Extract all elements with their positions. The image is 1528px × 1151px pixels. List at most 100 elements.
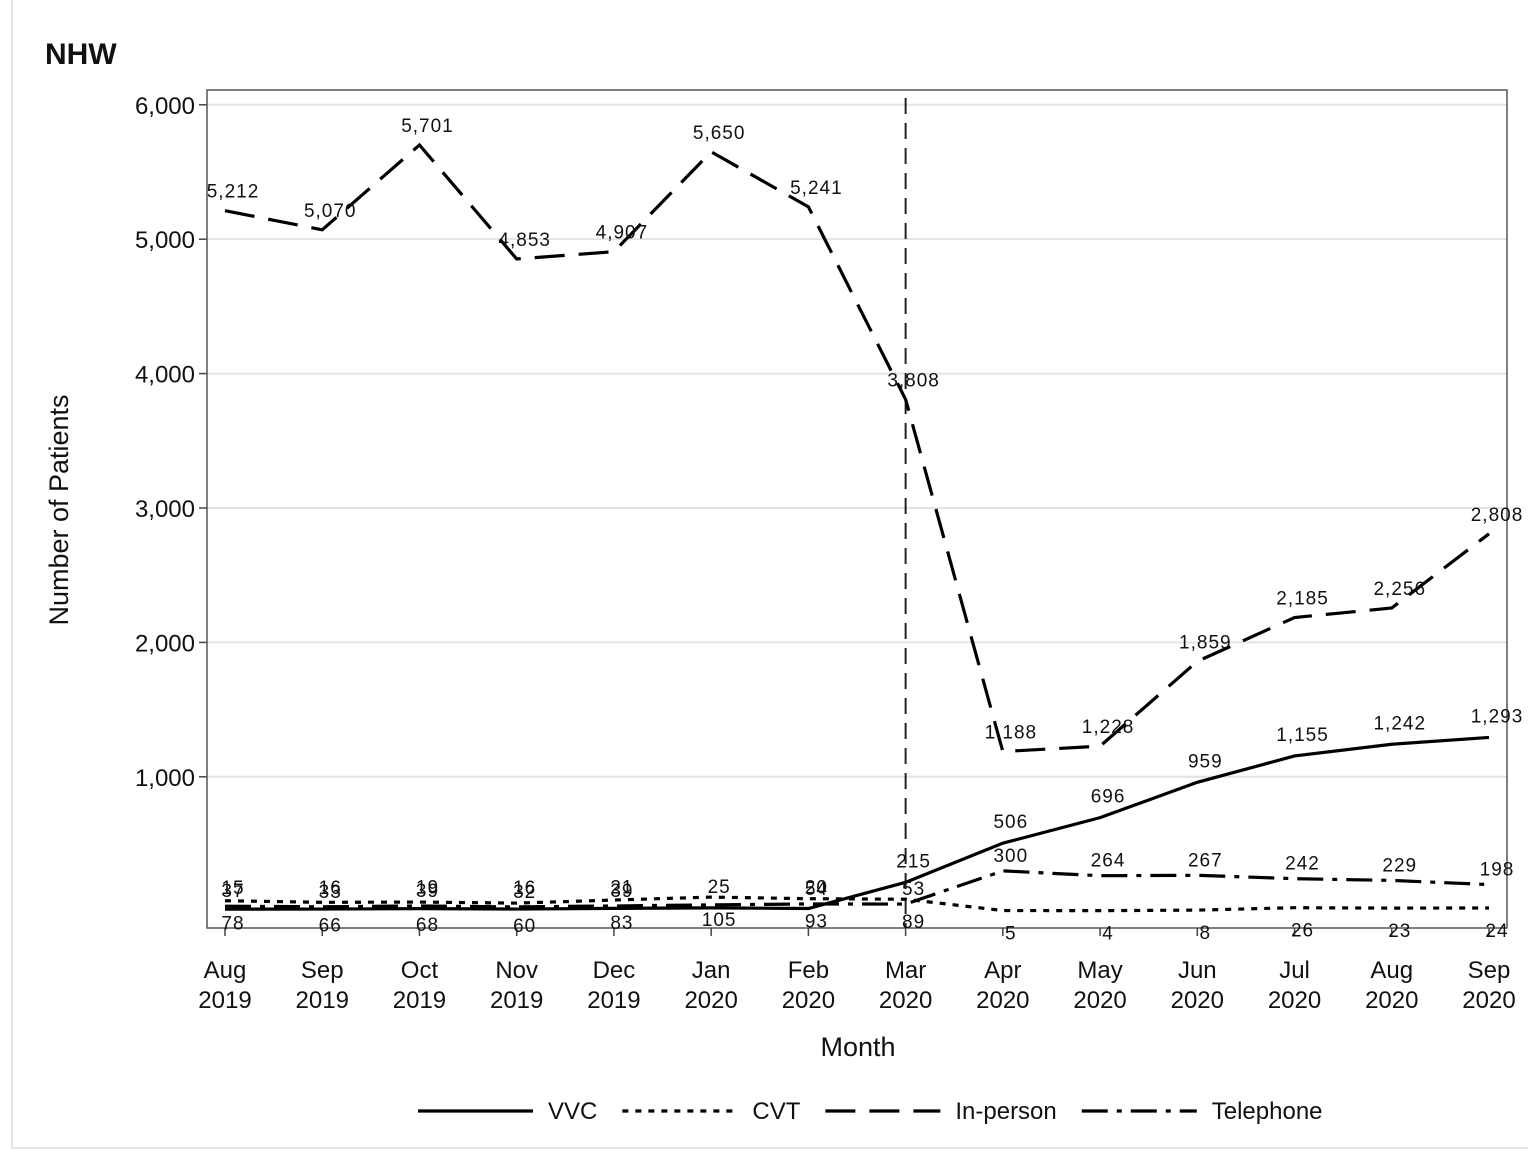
- data-label: 53: [902, 879, 925, 900]
- data-label: 5,070: [304, 201, 357, 222]
- x-tick-label-line: Sep: [1468, 957, 1511, 984]
- data-label: 5,701: [401, 116, 454, 137]
- data-label: 2,185: [1276, 589, 1329, 610]
- x-tick-label-line: 2020: [1171, 987, 1224, 1014]
- x-tick-label-line: 2019: [296, 987, 349, 1014]
- x-tick-label: Mar 2020: [879, 957, 932, 1014]
- x-tick-label-line: Aug: [204, 957, 247, 984]
- x-tick-label-line: 2020: [879, 987, 932, 1014]
- x-tick-label-line: 2020: [1462, 987, 1515, 1014]
- x-tick-label-line: Dec: [593, 957, 636, 984]
- x-axis-label: Month: [820, 1032, 895, 1062]
- legend-label: Telephone: [1212, 1098, 1323, 1125]
- x-tick-label-line: Feb: [788, 957, 829, 984]
- series-line: [224, 142, 1490, 754]
- x-tick-label-line: Aug: [1370, 957, 1413, 984]
- x-tick-label-line: 2020: [1365, 987, 1418, 1014]
- data-label: 15: [221, 878, 244, 899]
- data-label: 267: [1188, 850, 1223, 871]
- data-label: 20: [805, 878, 828, 899]
- chart-title: NHW: [45, 38, 117, 71]
- x-tick-label: May 2020: [1073, 957, 1126, 1014]
- data-label: 83: [610, 913, 633, 934]
- data-label: 105: [702, 910, 737, 931]
- data-label: 300: [993, 846, 1028, 867]
- data-label: 5,650: [693, 123, 746, 144]
- data-label: 32: [513, 882, 536, 903]
- data-label: 3,808: [887, 370, 940, 391]
- data-label: 2,808: [1471, 505, 1524, 526]
- data-label: 2,256: [1373, 579, 1426, 600]
- x-tick-label: Aug 2019: [198, 957, 251, 1014]
- data-label: 37: [221, 881, 244, 902]
- y-tick-label: 1,000: [135, 765, 195, 792]
- x-tick-label: Apr 2020: [976, 957, 1029, 1014]
- x-tick-label-line: Jun: [1178, 957, 1217, 984]
- series-line: [224, 895, 1490, 913]
- data-label: 19: [416, 878, 439, 899]
- data-label: 66: [319, 915, 342, 936]
- y-tick-label: 6,000: [135, 93, 195, 120]
- data-label: 89: [902, 912, 925, 933]
- data-label: 25: [708, 877, 731, 898]
- frame: [11, 0, 1528, 1149]
- data-label: 16: [513, 878, 536, 899]
- data-label: 1,188: [985, 723, 1038, 744]
- data-label: 506: [993, 812, 1028, 833]
- legend-label: In-person: [955, 1098, 1056, 1125]
- x-tick-label: Sep 2019: [296, 957, 349, 1014]
- data-label: 215: [896, 851, 931, 872]
- y-axis-label: Number of Patients: [44, 394, 74, 625]
- data-label: 24: [1485, 921, 1508, 942]
- x-tick-label-line: Apr: [984, 957, 1021, 984]
- x-tick-label: Dec 2019: [587, 957, 640, 1014]
- y-tick-label: 5,000: [135, 227, 195, 254]
- data-label: 1,293: [1471, 706, 1524, 727]
- x-tick-label: Jan 2020: [684, 957, 737, 1014]
- x-tick-label-line: Oct: [401, 957, 439, 984]
- data-label: 5,212: [207, 182, 260, 203]
- data-label: 1,859: [1179, 632, 1232, 653]
- data-label: 1,228: [1082, 717, 1135, 738]
- data-label: 264: [1091, 851, 1126, 872]
- data-label: 93: [805, 912, 828, 933]
- x-tick-label-line: 2019: [490, 987, 543, 1014]
- data-label: 60: [513, 916, 536, 937]
- legend-label: CVT: [752, 1098, 800, 1125]
- data-label: 8: [1200, 923, 1212, 944]
- x-tick-label-line: 2020: [1268, 987, 1321, 1014]
- data-label: 26: [1291, 921, 1314, 942]
- x-tick-label: Aug 2020: [1365, 957, 1418, 1014]
- data-label: 5,241: [790, 178, 843, 199]
- y-tick-label: 2,000: [135, 630, 195, 657]
- series-line: [224, 869, 1490, 909]
- x-tick-label: Nov 2019: [490, 957, 543, 1014]
- data-label: 39: [610, 881, 633, 902]
- data-label: 959: [1188, 751, 1223, 772]
- y-tick-label: 3,000: [135, 496, 195, 523]
- data-label: 1,155: [1276, 725, 1329, 746]
- data-label: 33: [319, 882, 342, 903]
- x-tick-label-line: 2019: [393, 987, 446, 1014]
- series-line: [224, 735, 1490, 911]
- data-label: 4: [1102, 924, 1114, 945]
- data-label: 39: [416, 881, 439, 902]
- x-tick-label-line: May: [1077, 957, 1122, 984]
- x-tick-label-line: 2020: [684, 987, 737, 1014]
- data-label: 16: [319, 878, 342, 899]
- x-tick-label: Jun 2020: [1171, 957, 1224, 1014]
- x-tick-label-line: Nov: [495, 957, 538, 984]
- x-tick-label: Jul 2020: [1268, 957, 1321, 1014]
- data-label: 23: [1388, 921, 1411, 942]
- data-label: 21: [610, 877, 633, 898]
- x-tick-label-line: 2020: [782, 987, 835, 1014]
- data-label: 5: [1005, 924, 1017, 945]
- data-label: 696: [1091, 787, 1126, 808]
- x-tick-label-line: 2020: [976, 987, 1029, 1014]
- data-label: 4,907: [596, 223, 649, 244]
- x-tick-label: Feb 2020: [782, 957, 835, 1014]
- plot-frame: [206, 89, 1508, 929]
- x-tick-label-line: Jan: [692, 957, 731, 984]
- data-label: 198: [1480, 860, 1515, 881]
